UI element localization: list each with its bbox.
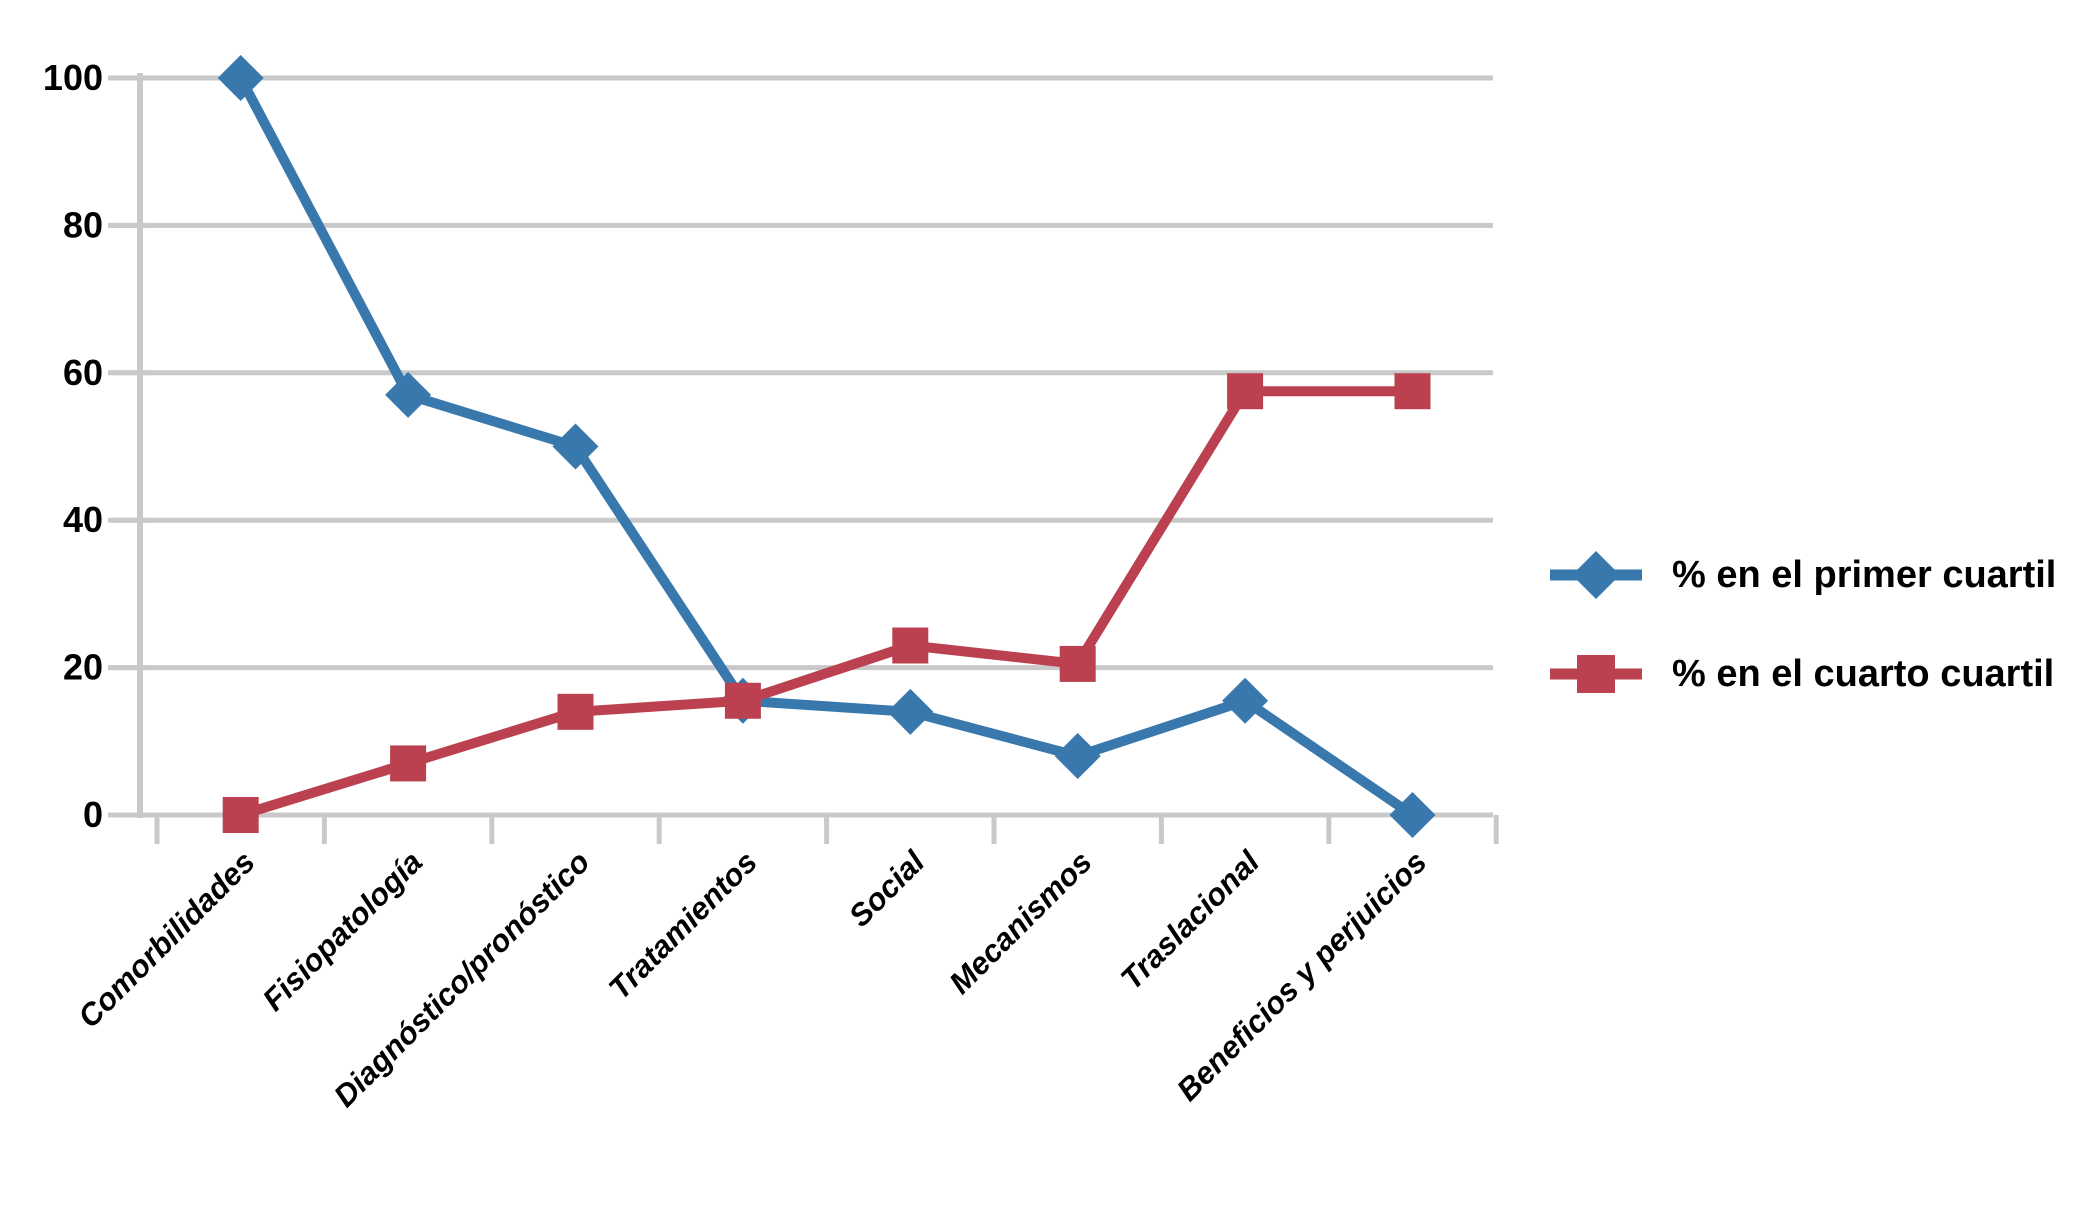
x-tick-label: Social xyxy=(842,843,932,933)
x-tick-label: Mecanismos xyxy=(942,844,1098,1000)
diamond-marker xyxy=(217,55,264,101)
y-tick-label: 60 xyxy=(63,352,103,393)
series-line xyxy=(235,73,1418,820)
square-marker xyxy=(1227,373,1264,410)
x-tick-label: Fisiopatología xyxy=(256,844,429,1017)
y-tick-label: 100 xyxy=(43,57,103,98)
legend-label-cuarto-cuartil: % en el cuarto cuartil xyxy=(1672,653,2055,695)
y-tick-label: 40 xyxy=(63,499,103,540)
series-cuarto-cuartil xyxy=(222,373,1431,833)
x-axis-labels: ComorbilidadesFisiopatologíaDiagnóstico/… xyxy=(71,843,1433,1114)
square-marker xyxy=(724,682,761,719)
diamond-marker xyxy=(887,688,934,735)
square-marker xyxy=(1394,373,1431,410)
y-tick-label: 80 xyxy=(63,204,103,245)
diamond-marker xyxy=(1222,677,1269,724)
legend-label-primer-cuartil: % en el primer cuartil xyxy=(1672,554,2057,596)
diamond-marker xyxy=(385,371,432,418)
y-tick-label: 20 xyxy=(63,647,103,688)
legend-marker-square-icon xyxy=(1550,655,1642,693)
legend-item-primer-cuartil: % en el primer cuartil xyxy=(1546,547,2056,603)
x-tick-label: Tratamientos xyxy=(602,844,764,1006)
square-marker xyxy=(557,693,594,730)
diamond-marker xyxy=(552,423,599,470)
y-tick-label: 0 xyxy=(83,794,103,835)
diamond-marker xyxy=(1054,733,1101,780)
legend-marker-diamond-icon xyxy=(1550,551,1642,599)
legend-item-cuarto-cuartil: % en el cuarto cuartil xyxy=(1546,646,2056,702)
chart-legend: % en el primer cuartil % en el cuarto cu… xyxy=(1546,547,2056,702)
square-marker xyxy=(1059,645,1096,682)
series-line xyxy=(235,386,1418,820)
square-marker xyxy=(222,797,259,833)
gridlines xyxy=(108,73,1499,844)
series-primer-cuartil xyxy=(217,55,1436,838)
square-marker xyxy=(892,627,929,664)
y-axis-labels: 0 20 40 60 80 100 xyxy=(43,57,103,835)
diamond-marker xyxy=(1389,792,1436,838)
x-tick-label: Traslacional xyxy=(1114,843,1267,996)
x-tick-label: Comorbilidades xyxy=(71,844,261,1034)
square-marker xyxy=(390,745,427,782)
